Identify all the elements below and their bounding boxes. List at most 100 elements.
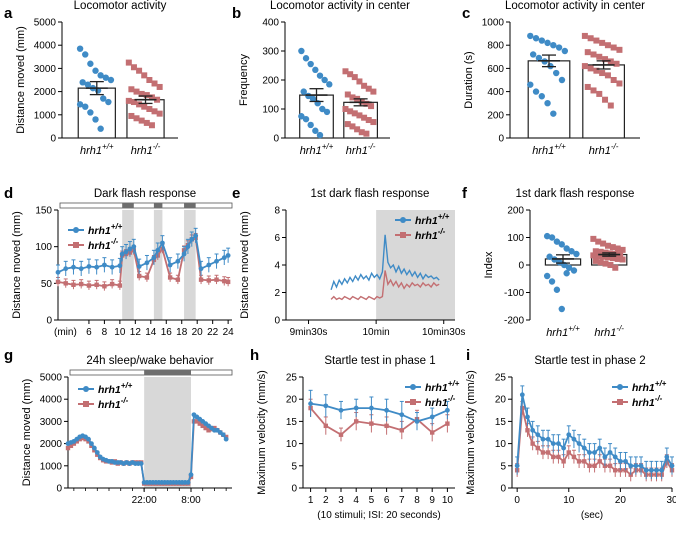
g-marker-0-8	[89, 441, 94, 446]
a-ytick-label-2: 2000	[34, 87, 57, 98]
d-marker-1-25	[206, 278, 211, 283]
i-marker-0-14	[587, 450, 592, 455]
a-point-mut-14	[130, 99, 137, 106]
h-marker-0-7	[414, 419, 420, 424]
i-marker-0-6	[545, 436, 551, 442]
g-ytick-label-3: 3000	[40, 417, 63, 428]
g-ylabel: Distance moved (mm)	[21, 379, 33, 487]
i-marker-1-18	[607, 463, 613, 468]
i-marker-0-16	[597, 445, 603, 451]
g-marker-1-1	[68, 443, 74, 449]
f-point-mut-4	[609, 244, 616, 251]
b-point-wt-5	[321, 76, 328, 84]
h-legend-marker-0	[410, 384, 416, 390]
f-point-mut-0	[590, 235, 597, 242]
i-marker-1-11	[571, 454, 577, 460]
d-title: Dark flash response	[94, 188, 196, 200]
d-marker-1-18	[167, 275, 173, 280]
b-xcat-label-1: hrh1-/-	[346, 142, 376, 157]
h-series-line-0	[310, 402, 448, 423]
i-ytick-label-3: 15	[495, 417, 507, 428]
b-point-wt-7	[300, 88, 307, 95]
d-marker-0-15	[151, 255, 157, 261]
c-point-mut-6	[616, 46, 623, 53]
h-ytick-label-2: 10	[286, 439, 298, 450]
f-point-mut-14	[595, 253, 602, 260]
a-point-wt-14	[82, 103, 89, 110]
g-ytick-label-1: 1000	[40, 461, 63, 472]
c-point-wt-12	[558, 76, 566, 84]
a-point-mut-13	[125, 97, 132, 104]
b-point-mut-14	[347, 108, 354, 115]
e-ylabel: Distance moved (mm)	[239, 211, 251, 319]
d-xtick-label-6: 18	[176, 327, 188, 338]
h-title: Startle test in phase 1	[324, 355, 435, 367]
a-xcat-label-0: hrh1+/+	[80, 142, 114, 157]
panel-g: g 24h sleep/wake behavior 0 1000 2000 3000 400…	[4, 347, 233, 506]
c-point-mut-11	[607, 58, 614, 65]
h-marker-1-8	[430, 430, 435, 435]
a-point-mut-21	[133, 115, 140, 122]
g-marker-0-54	[223, 436, 229, 442]
a-point-wt-15	[87, 109, 94, 116]
c-point-mut-1	[587, 35, 594, 42]
g-marker-0-42	[188, 472, 194, 478]
b-point-wt-0	[298, 47, 305, 55]
b-point-mut-12	[368, 103, 375, 110]
f-point-wt-6	[573, 250, 580, 258]
c-ytick-label-3: 600	[487, 64, 504, 75]
panel-f: f 1st dark flash response -200 -100 0 100 200 I…	[462, 185, 634, 339]
c-point-wt-7	[529, 51, 537, 58]
d-marker-0-10	[123, 249, 129, 255]
a-point-wt-5	[102, 74, 109, 81]
d-marker-1-1	[63, 281, 68, 286]
a-point-wt-11	[100, 95, 107, 102]
b-point-wt-12	[323, 108, 331, 116]
i-marker-0-5	[540, 436, 546, 442]
i-marker-1-6	[545, 450, 551, 455]
g-marker-1-45	[197, 421, 202, 426]
a-point-mut-22	[138, 117, 145, 124]
g-marker-0-7	[86, 436, 91, 442]
i-marker-1-10	[566, 450, 571, 455]
i-marker-0-30	[669, 463, 675, 469]
d-marker-0-21	[185, 244, 191, 250]
i-legend-label-0: hrh1+/+	[632, 379, 667, 394]
d-xtick-label-5: 16	[161, 327, 173, 338]
i-marker-0-9	[561, 445, 567, 451]
h-ytick-label-1: 5	[291, 461, 297, 472]
f-point-wt-12	[570, 267, 578, 274]
d-marker-0-12	[131, 244, 137, 250]
d-xtick-label-4: 14	[145, 327, 157, 338]
d-marker-1-3	[79, 281, 84, 287]
f-point-mut-5	[614, 245, 621, 252]
g-legend-label-1: hrh1-/-	[98, 396, 129, 411]
d-marker-1-27	[222, 278, 227, 284]
h-marker-1-3	[354, 419, 359, 424]
c-point-wt-8	[535, 54, 543, 62]
e-ytick-label-3: 6	[274, 233, 280, 244]
c-ytick-label-4: 800	[487, 41, 504, 52]
h-xlabel: (10 stimuli; ISI: 20 seconds)	[317, 510, 440, 521]
i-marker-1-19	[613, 468, 618, 473]
a-point-mut-11	[148, 94, 155, 101]
a-point-wt-6	[107, 76, 115, 84]
h-marker-1-1	[323, 423, 328, 429]
i-marker-1-7	[551, 454, 556, 460]
h-marker-0-6	[399, 412, 405, 418]
b-title: Locomotor activity in center	[270, 0, 410, 12]
i-marker-1-12	[576, 459, 582, 464]
d-panel-letter: d	[4, 185, 13, 202]
f-point-mut-8	[597, 248, 604, 255]
panel-c: c Locomotor activity in center 0 200 400 600 8…	[462, 0, 645, 157]
e-legend-label-1: hrh1-/-	[415, 227, 446, 242]
a-ytick-label-5: 5000	[34, 18, 57, 29]
c-point-mut-7	[584, 49, 591, 56]
e-ytick-label-2: 4	[274, 261, 280, 272]
b-point-mut-22	[354, 126, 361, 133]
d-marker-1-14	[144, 275, 150, 280]
i-panel-letter: i	[466, 347, 470, 364]
d-xtick-label-0: 6	[86, 327, 92, 338]
a-point-mut-9	[138, 90, 145, 97]
d-marker-0-6	[102, 262, 107, 268]
